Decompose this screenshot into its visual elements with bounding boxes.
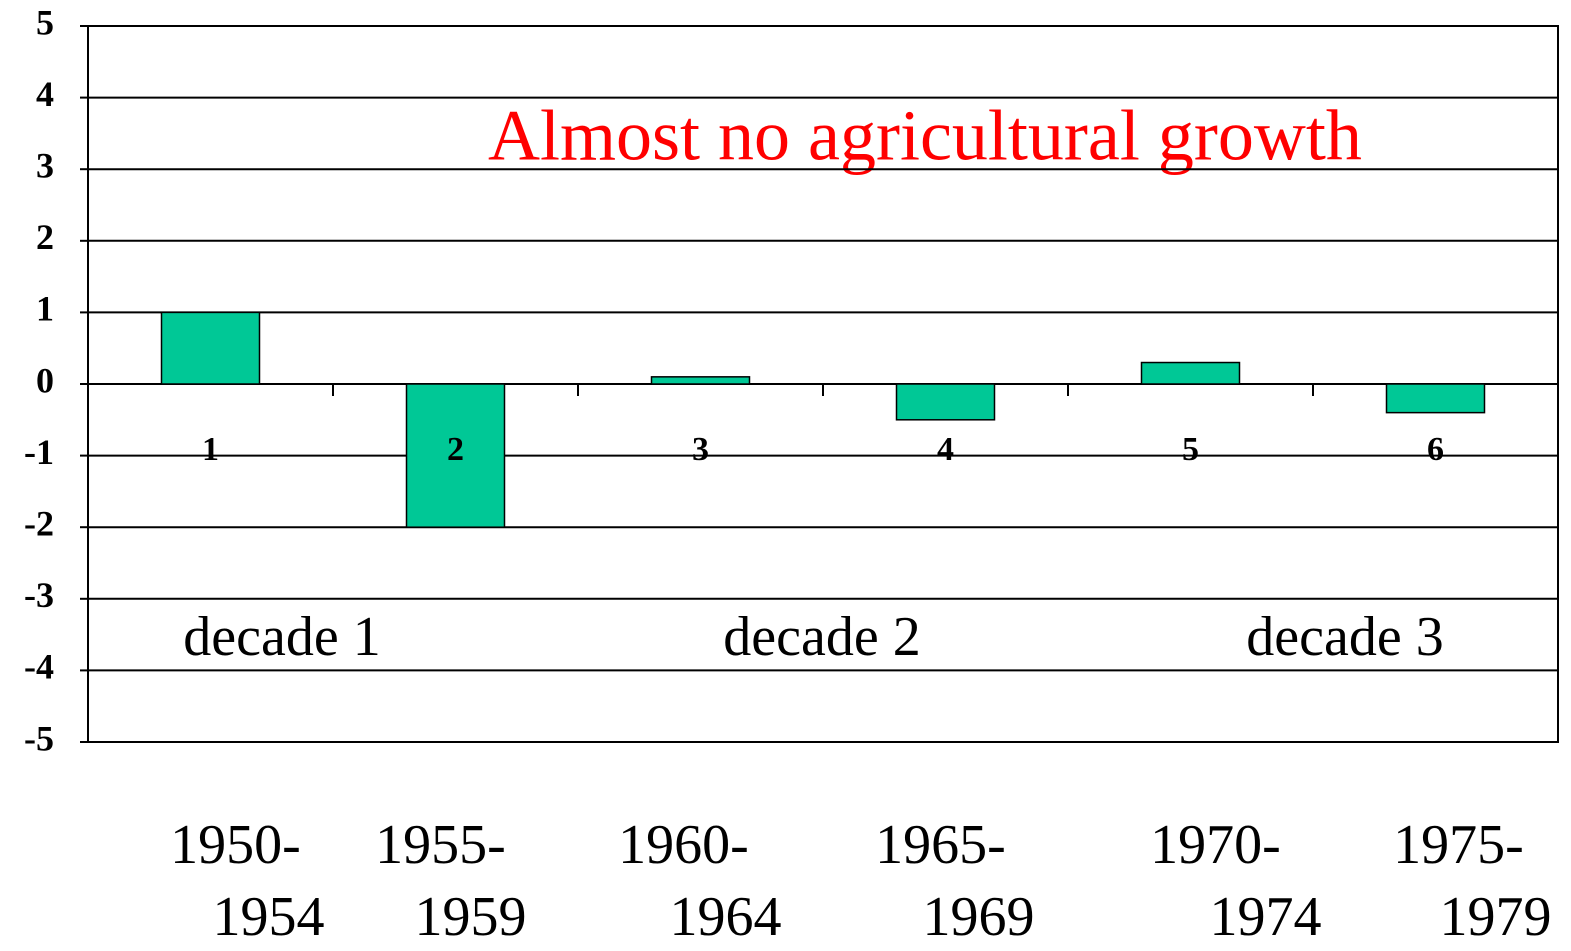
period-label: 1954: [213, 886, 325, 948]
decade-label: decade 2: [723, 606, 920, 668]
period-label: 1974: [1210, 886, 1322, 948]
y-tick-label: 1: [36, 289, 54, 329]
y-tick-label: -4: [24, 647, 54, 687]
bar: [1385, 383, 1486, 414]
y-tick-label: -2: [24, 503, 54, 543]
chart-title: Almost no agricultural growth: [488, 96, 1362, 176]
y-tick-label: 2: [36, 217, 54, 257]
period-label: 1975-: [1393, 814, 1524, 876]
x-tick-label: 6: [1427, 431, 1444, 468]
x-tick-label: 5: [1182, 431, 1199, 468]
decade-label: decade 3: [1246, 606, 1443, 668]
x-tick-label: 4: [937, 431, 954, 468]
bar: [160, 311, 261, 385]
bar: [405, 383, 506, 528]
period-label: 1950-: [170, 814, 301, 876]
x-tick-label: 2: [447, 431, 464, 468]
bar: [1140, 361, 1241, 385]
y-tick-label: 3: [36, 145, 54, 185]
y-tick-label: 5: [36, 2, 54, 42]
bar: [650, 376, 751, 385]
period-label: 1955-: [375, 814, 506, 876]
x-tick-label: 1: [202, 431, 219, 468]
period-label: 1959: [415, 886, 527, 948]
y-tick-label: -3: [24, 575, 54, 615]
period-label: 1965-: [875, 814, 1006, 876]
bar: [895, 383, 996, 421]
decade-label: decade 1: [183, 606, 380, 668]
period-label: 1960-: [618, 814, 749, 876]
period-label: 1969: [923, 886, 1035, 948]
y-tick-label: -1: [24, 432, 54, 472]
x-tick-label: 3: [692, 431, 709, 468]
period-label: 1979: [1440, 886, 1552, 948]
period-label: 1964: [670, 886, 782, 948]
period-label: 1970-: [1150, 814, 1281, 876]
y-tick-label: 0: [36, 360, 54, 400]
y-tick-label: -5: [24, 718, 54, 758]
y-tick-label: 4: [36, 74, 54, 114]
